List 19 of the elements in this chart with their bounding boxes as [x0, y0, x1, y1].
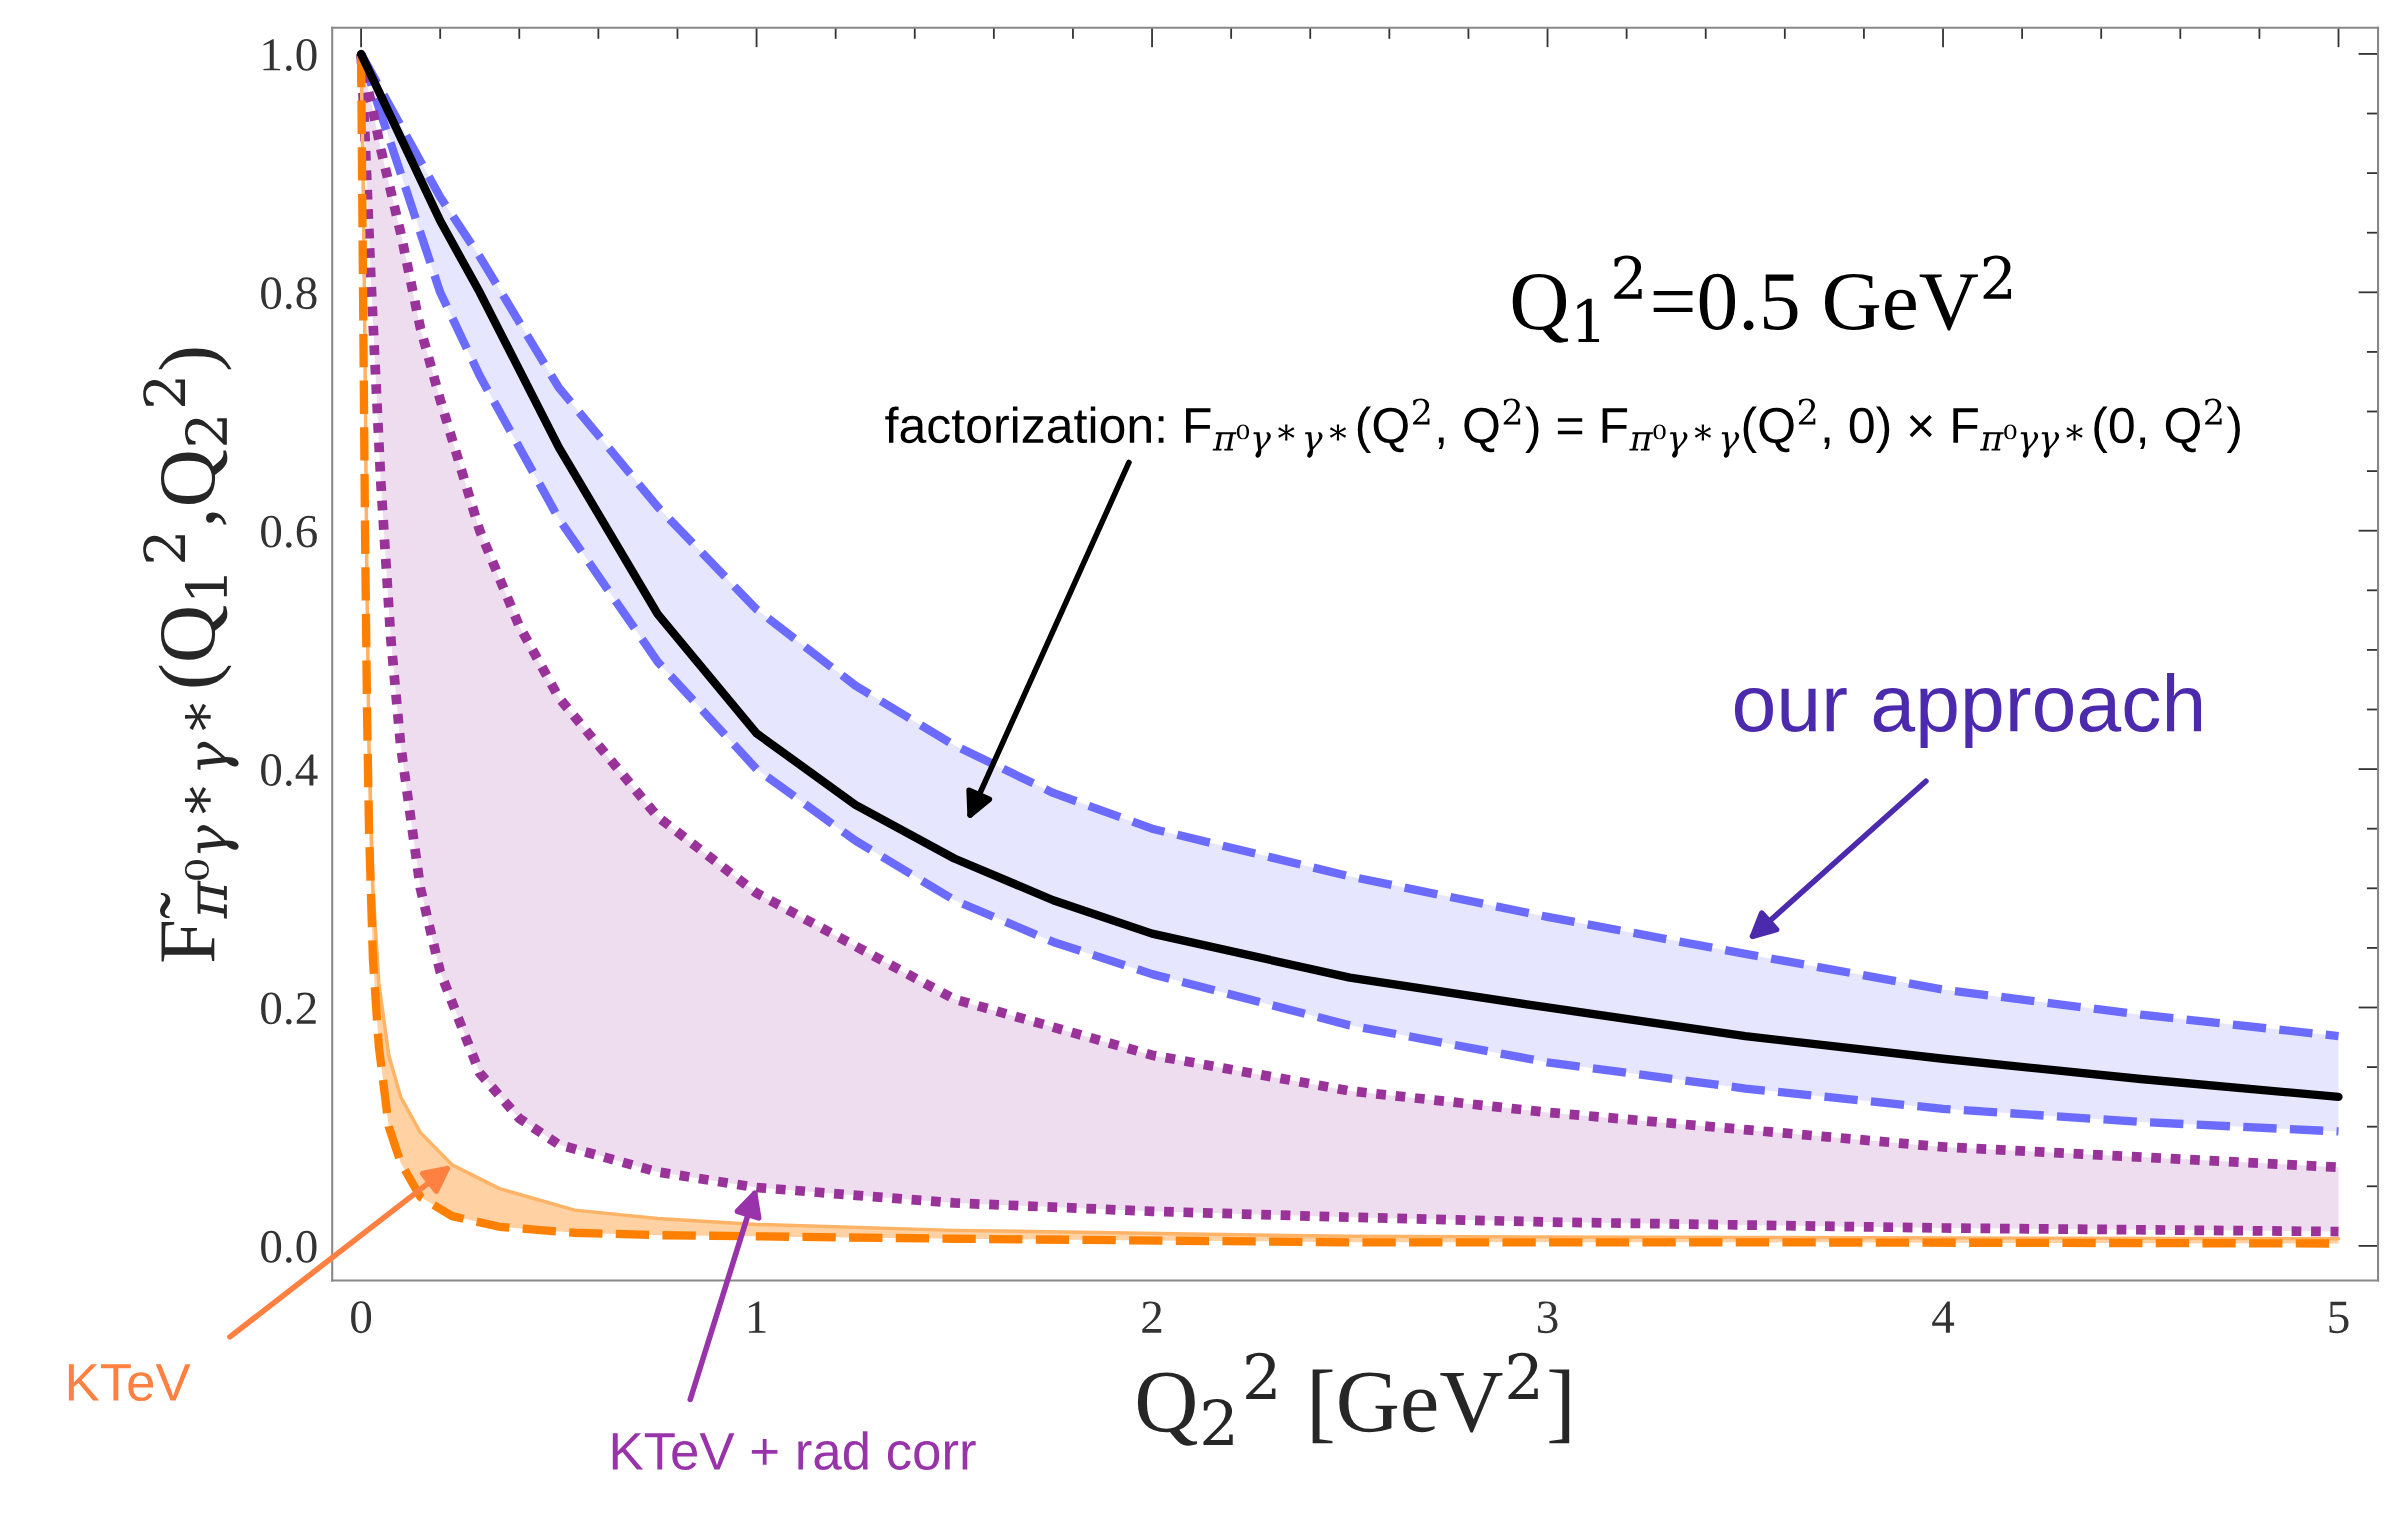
y-tick-label: 0.4	[261, 754, 318, 787]
y-tick-label: 0.2	[261, 992, 316, 1025]
y-tick-label: 0.6	[261, 515, 317, 548]
x-axis-title: Q$_{2}$$^{2}$ [GeV$^{2}$]	[1137, 1352, 1570, 1446]
x-tick-label: 0	[351, 1301, 372, 1334]
x-tick-label: 5	[2329, 1301, 2349, 1334]
y-tick-label: 1.0	[263, 38, 317, 71]
x-tick-label: 2	[1142, 1301, 1162, 1333]
annotation: our approach	[1734, 672, 2202, 748]
x-tick-label: 4	[1932, 1301, 1955, 1333]
text: F̃$_{π⁰γ*γ*}$(Q$_{1}$$^{2}$,Q$_{2}$$^{2}$)	[143, 348, 239, 962]
x-tick-label: 1	[748, 1301, 766, 1333]
annotation: KTeV	[68, 1364, 191, 1402]
x-tick-label: 3	[1537, 1301, 1558, 1334]
y-tick-label: 0.0	[261, 1230, 317, 1263]
y-tick-label: 0.8	[261, 277, 317, 310]
annotation: Q$_{1}$$^{2}$=0.5 GeV$^{2}$	[1512, 255, 2012, 343]
annotation: KTeV + rad corr	[612, 1431, 976, 1470]
text: factorization: F$_{π⁰γ*γ*}$(Q$^{2}$, Q$^{2}$) = F$_{π⁰γ*γ}$(Q$^{2}$, 0) × F$_{π⁰γγ*}$(0, Q$^{2}$)	[885, 398, 2240, 458]
